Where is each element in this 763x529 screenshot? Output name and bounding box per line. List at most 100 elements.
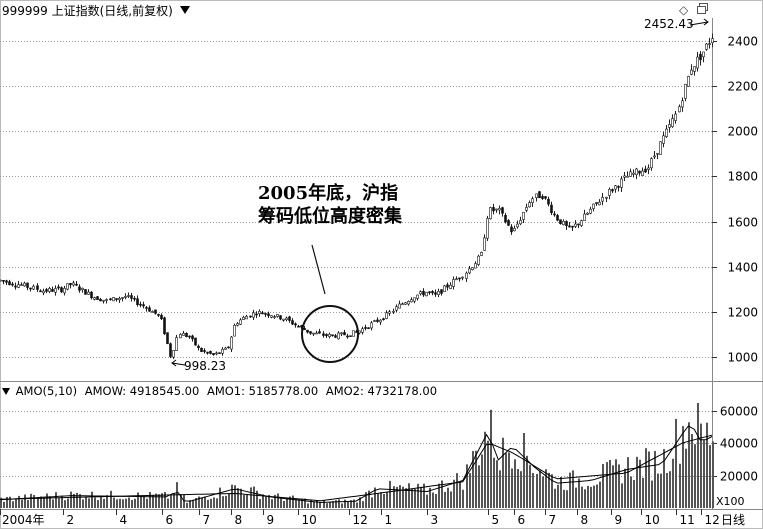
- time-tick-label: 5: [492, 513, 500, 527]
- volume-bar: [642, 477, 644, 508]
- candle-body: [580, 220, 583, 226]
- period-label[interactable]: 日线: [721, 513, 746, 527]
- candle-body: [261, 312, 264, 315]
- price-tick-label: 2200: [727, 80, 758, 94]
- restore-window-icon[interactable]: [697, 3, 708, 14]
- volume-bar: [58, 498, 60, 508]
- volume-bar: [615, 459, 617, 508]
- candle-body: [212, 353, 215, 355]
- volume-bar: [259, 499, 261, 508]
- candle-body: [340, 332, 343, 335]
- volume-bar: [377, 493, 379, 508]
- triangle-down-icon[interactable]: [179, 6, 190, 14]
- candle-body: [264, 313, 267, 315]
- price-tick-label: 1800: [727, 170, 758, 184]
- volume-bar: [347, 501, 349, 508]
- volume-bar: [146, 498, 148, 508]
- candle-body: [392, 310, 395, 313]
- candle-body: [586, 212, 589, 215]
- volume-bar: [447, 487, 449, 508]
- candle-body: [404, 302, 407, 305]
- candle-body: [367, 327, 370, 329]
- volume-bar: [408, 483, 410, 508]
- candle-body: [291, 320, 294, 325]
- volume-bar: [326, 503, 328, 508]
- candle-body: [446, 284, 449, 288]
- volume-bar: [621, 483, 623, 508]
- candle-body: [699, 53, 702, 61]
- candle-body: [285, 317, 288, 321]
- volume-bar: [100, 496, 102, 508]
- candle-body: [175, 337, 178, 351]
- volume-bar: [125, 498, 127, 508]
- triangle-down-icon[interactable]: [2, 388, 10, 395]
- candle-body: [142, 304, 145, 307]
- volume-bar: [319, 501, 321, 508]
- candle-body: [562, 221, 565, 226]
- volume-bar: [73, 493, 75, 508]
- candle-body: [528, 202, 531, 208]
- candle-body: [54, 288, 57, 293]
- candle-body: [513, 228, 516, 232]
- diamond-icon[interactable]: ◇: [679, 3, 689, 17]
- candle-body: [565, 221, 568, 227]
- candle-body: [309, 331, 312, 334]
- volume-bar: [344, 499, 346, 508]
- candle-body: [465, 272, 468, 279]
- candle-body: [638, 170, 641, 174]
- candle-body: [112, 297, 115, 302]
- candle-body: [544, 196, 547, 199]
- volume-bar: [198, 496, 200, 508]
- volume-bar: [170, 494, 172, 508]
- candle-body: [376, 319, 379, 322]
- candle-body: [66, 283, 69, 290]
- candle-body: [78, 286, 81, 291]
- candle-body: [419, 291, 422, 295]
- volume-bar: [666, 472, 668, 508]
- candle-body: [434, 292, 437, 295]
- volume-bar: [353, 499, 355, 508]
- volume-bar: [225, 495, 227, 508]
- candle-body: [538, 191, 541, 199]
- candle-body: [288, 316, 291, 321]
- volume-bar: [402, 486, 404, 508]
- candle-body: [486, 218, 489, 239]
- volume-bar: [472, 451, 474, 508]
- volume-bar: [268, 494, 270, 508]
- candle-body: [437, 290, 440, 296]
- candle-body: [398, 303, 401, 309]
- volume-bar: [106, 495, 108, 508]
- candle-body: [583, 213, 586, 221]
- volume-bar: [514, 459, 516, 508]
- candle-body: [431, 291, 434, 294]
- volume-bar: [569, 472, 571, 508]
- candle-body: [452, 279, 455, 287]
- volume-bar: [691, 434, 693, 508]
- candle-body: [522, 211, 525, 220]
- candle-body: [395, 306, 398, 311]
- candle-body: [93, 297, 96, 300]
- candle-body: [428, 291, 431, 294]
- candle-body: [105, 299, 108, 301]
- volume-bar: [453, 479, 455, 508]
- volume-bar: [618, 464, 620, 508]
- volume-bar: [167, 498, 169, 508]
- candle-body: [20, 284, 23, 286]
- candle-body: [644, 168, 647, 173]
- candlestick-series: [0, 33, 714, 360]
- volume-bar: [265, 496, 267, 508]
- candle-body: [629, 171, 632, 177]
- candle-body: [48, 288, 51, 292]
- volume-bar: [253, 486, 255, 508]
- candle-body: [148, 307, 151, 312]
- volume-bar: [663, 449, 665, 508]
- volume-bar: [195, 498, 197, 508]
- volume-bar: [332, 501, 334, 508]
- time-tick-label: 3: [431, 513, 439, 527]
- candle-body: [626, 175, 629, 178]
- candle-body: [303, 328, 306, 331]
- price-tick-label: 1200: [727, 306, 758, 320]
- candle-body: [458, 277, 461, 280]
- volume-bar: [633, 480, 635, 508]
